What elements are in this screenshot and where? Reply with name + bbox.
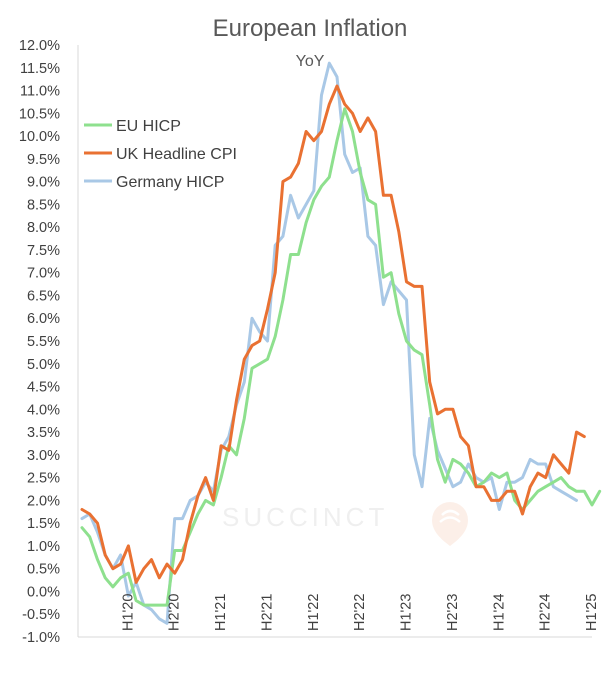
y-tick-label: 8.5% xyxy=(27,197,60,213)
y-tick-label: 3.0% xyxy=(27,448,60,464)
legend-item-uk-cpi: UK Headline CPI xyxy=(84,146,237,163)
y-tick-label: 10.0% xyxy=(19,129,60,145)
y-tick-label: 2.5% xyxy=(27,471,60,487)
series-line-eu-hicp xyxy=(80,107,602,607)
x-axis-ticks: H1'20 H2'20 H1'21 H2'21 H1'22 H2'22 H1'23 H2'23… xyxy=(120,594,600,631)
watermark-logo-icon xyxy=(432,502,468,546)
x-tick-label: H2'20 xyxy=(167,594,183,631)
watermark-text: SUCCINCT xyxy=(222,502,388,532)
legend-label-germany-hicp: Germany HICP xyxy=(116,174,224,191)
x-tick-label: H2'23 xyxy=(445,594,461,631)
y-tick-label: 4.0% xyxy=(27,402,60,418)
series-line-germany-hicp xyxy=(80,61,578,625)
y-tick-label: -1.0% xyxy=(22,630,60,646)
legend-item-germany-hicp: Germany HICP xyxy=(84,174,224,191)
y-tick-label: 3.5% xyxy=(27,425,60,441)
y-tick-label: 11.0% xyxy=(20,84,60,100)
y-tick-label: 6.0% xyxy=(27,311,60,327)
y-tick-label: 9.0% xyxy=(27,175,60,191)
legend-label-eu-hicp: EU HICP xyxy=(116,118,181,135)
x-tick-label: H1'25 xyxy=(584,594,600,631)
y-tick-label: 10.5% xyxy=(19,106,60,122)
y-tick-label: 1.0% xyxy=(27,539,60,555)
y-tick-label: 5.0% xyxy=(27,357,60,373)
y-tick-label: 4.5% xyxy=(27,380,60,396)
y-tick-label: 7.5% xyxy=(27,243,60,259)
y-tick-label: 0.0% xyxy=(27,584,60,600)
chart-subtitle: YoY xyxy=(296,53,325,70)
x-tick-label: H1'21 xyxy=(213,594,229,631)
legend-label-uk-cpi: UK Headline CPI xyxy=(116,146,237,163)
y-tick-label: 5.5% xyxy=(27,334,60,350)
x-tick-label: H2'22 xyxy=(352,594,368,631)
series-lines xyxy=(80,61,602,625)
x-tick-label: H1'23 xyxy=(399,594,415,631)
y-tick-label: 11.5% xyxy=(20,61,60,77)
y-axis-ticks: 12.0% 11.5% 11.0% 10.5% 10.0% 9.5% 9.0% 8.5% 8.0… xyxy=(19,38,60,646)
y-tick-label: 1.5% xyxy=(27,516,60,532)
x-tick-label: H1'20 xyxy=(120,594,136,631)
y-tick-label: 9.5% xyxy=(27,152,60,168)
x-tick-label: H2'24 xyxy=(538,594,554,631)
y-tick-label: 6.5% xyxy=(27,288,60,304)
y-tick-label: 8.0% xyxy=(27,220,60,236)
series-line-uk-headline-cpi xyxy=(80,84,586,584)
x-tick-label: H1'24 xyxy=(491,594,507,631)
x-tick-label: H2'21 xyxy=(259,594,275,631)
y-tick-label: 2.0% xyxy=(27,493,60,509)
legend-item-eu-hicp: EU HICP xyxy=(84,118,181,135)
legend: EU HICP UK Headline CPI Germany HICP xyxy=(84,118,237,191)
y-tick-label: -0.5% xyxy=(22,607,60,623)
y-tick-label: 12.0% xyxy=(19,38,60,54)
succinct-watermark: SUCCINCT xyxy=(222,502,468,546)
chart-title: European Inflation xyxy=(213,15,408,42)
x-tick-label: H1'22 xyxy=(306,594,322,631)
y-tick-label: 0.5% xyxy=(27,562,60,578)
y-tick-label: 7.0% xyxy=(27,266,60,282)
plot-area xyxy=(77,45,592,638)
